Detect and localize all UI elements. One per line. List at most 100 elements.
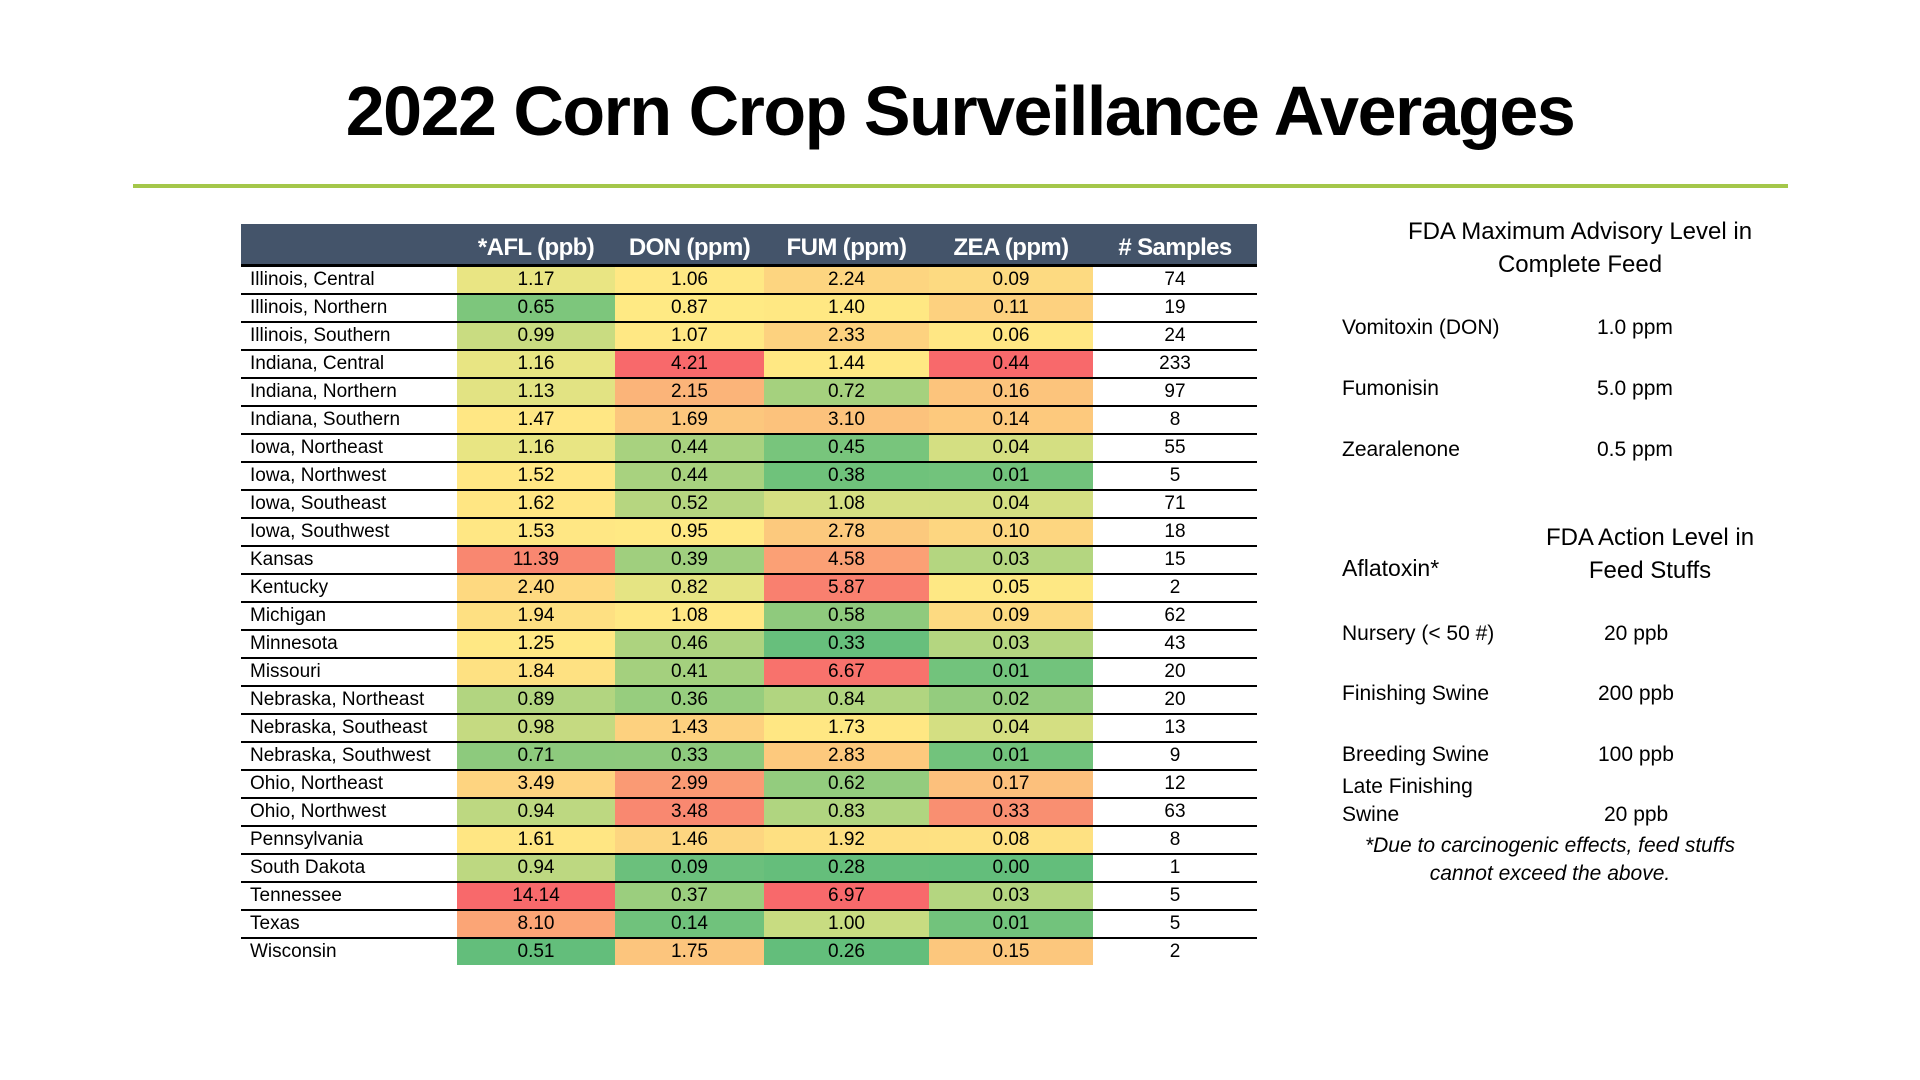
cell-samples: 63 [1093,798,1257,827]
cell-zea: 0.01 [929,742,1093,771]
cell-region: Pennsylvania [241,826,457,855]
cell-don: 0.36 [615,686,764,715]
cell-zea: 0.10 [929,518,1093,547]
cell-region: Iowa, Southeast [241,490,457,519]
cell-region: Kentucky [241,574,457,603]
cell-zea: 0.01 [929,462,1093,491]
cell-samples: 71 [1093,490,1257,519]
cell-samples: 12 [1093,770,1257,799]
cell-afl: 0.94 [457,854,615,883]
advisory-value-don: 1.0 ppm [1597,316,1673,339]
cell-zea: 0.01 [929,658,1093,687]
header-samples: # Samples [1118,234,1232,261]
cell-don: 0.46 [615,630,764,659]
table-row: Missouri 1.84 0.41 6.67 0.01 20 [241,658,1257,687]
title-divider [133,184,1788,188]
cell-zea: 0.09 [929,265,1093,295]
header-fum: FUM (ppm) [786,234,908,261]
cell-afl: 0.71 [457,742,615,771]
cell-afl: 14.14 [457,882,615,911]
cell-zea: 0.05 [929,574,1093,603]
cell-fum: 2.78 [764,518,929,547]
cell-afl: 1.61 [457,826,615,855]
cell-don: 4.21 [615,350,764,379]
advisory-value-zea: 0.5 ppm [1597,438,1673,461]
cell-region: Iowa, Northeast [241,434,457,463]
cell-fum: 3.10 [764,406,929,435]
header-zea: ZEA (ppm) [953,234,1069,261]
cell-samples: 5 [1093,882,1257,911]
action-label-finishing: Finishing Swine [1342,682,1490,705]
cell-afl: 1.52 [457,462,615,491]
cell-zea: 0.17 [929,770,1093,799]
cell-don: 0.87 [615,294,764,323]
cell-samples: 19 [1093,294,1257,323]
cell-fum: 1.08 [764,490,929,519]
cell-don: 0.37 [615,882,764,911]
cell-region: Texas [241,910,457,939]
cell-region: Iowa, Southwest [241,518,457,547]
cell-zea: 0.15 [929,938,1093,965]
cell-fum: 1.92 [764,826,929,855]
cell-don: 0.82 [615,574,764,603]
surveillance-table: *AFL (ppb) DON (ppm) FUM (ppm) ZEA (ppm)… [241,224,1257,965]
action-label-nursery: Nursery (< 50 #) [1342,622,1495,645]
action-value-breeding: 100 ppb [1598,743,1674,766]
action-value-late-finishing: 20 ppb [1604,803,1669,826]
cell-don: 0.52 [615,490,764,519]
cell-samples: 2 [1093,574,1257,603]
action-value-finishing: 200 ppb [1598,682,1674,705]
cell-afl: 1.17 [457,265,615,295]
cell-zea: 0.09 [929,602,1093,631]
cell-afl: 2.40 [457,574,615,603]
action-label-breeding: Breeding Swine [1342,743,1490,766]
cell-don: 2.99 [615,770,764,799]
action-title-line1: FDA Action Level in [1545,524,1755,551]
cell-fum: 0.83 [764,798,929,827]
cell-samples: 74 [1093,265,1257,295]
table-row: Nebraska, Northeast 0.89 0.36 0.84 0.02 20 [241,686,1257,715]
cell-don: 0.44 [615,462,764,491]
note-line2: cannot exceed the above. [1429,862,1671,885]
cell-zea: 0.08 [929,826,1093,855]
cell-fum: 0.45 [764,434,929,463]
cell-region: Indiana, Central [241,350,457,379]
cell-region: Nebraska, Southeast [241,714,457,743]
cell-don: 1.69 [615,406,764,435]
advisory-title: FDA Maximum Advisory Level in Complete F… [1380,215,1780,281]
table-row: Texas 8.10 0.14 1.00 0.01 5 [241,910,1257,939]
cell-afl: 1.84 [457,658,615,687]
cell-samples: 55 [1093,434,1257,463]
action-title-line2: Feed Stuffs [1588,557,1712,584]
table-row: Indiana, Northern 1.13 2.15 0.72 0.16 97 [241,378,1257,407]
cell-region: Indiana, Northern [241,378,457,407]
cell-samples: 15 [1093,546,1257,575]
cell-afl: 1.47 [457,406,615,435]
cell-samples: 62 [1093,602,1257,631]
cell-region: Illinois, Northern [241,294,457,323]
cell-don: 0.39 [615,546,764,575]
cell-fum: 1.73 [764,714,929,743]
cell-fum: 2.83 [764,742,929,771]
cell-fum: 0.38 [764,462,929,491]
cell-zea: 0.01 [929,910,1093,939]
cell-afl: 0.89 [457,686,615,715]
aflatoxin-label: Aflatoxin* [1342,555,1440,581]
cell-samples: 43 [1093,630,1257,659]
cell-don: 1.07 [615,322,764,351]
cell-samples: 5 [1093,910,1257,939]
table-row: Michigan 1.94 1.08 0.58 0.09 62 [241,602,1257,631]
cell-zea: 0.03 [929,546,1093,575]
cell-samples: 8 [1093,406,1257,435]
cell-region: Ohio, Northwest [241,798,457,827]
cell-don: 1.75 [615,938,764,965]
cell-region: Iowa, Northwest [241,462,457,491]
cell-afl: 1.62 [457,490,615,519]
table-row: Illinois, Central 1.17 1.06 2.24 0.09 74 [241,265,1257,295]
cell-zea: 0.03 [929,630,1093,659]
table-row: Indiana, Central 1.16 4.21 1.44 0.44 233 [241,350,1257,379]
cell-fum: 0.84 [764,686,929,715]
table-row: Wisconsin 0.51 1.75 0.26 0.15 2 [241,938,1257,965]
cell-samples: 2 [1093,938,1257,965]
cell-afl: 1.16 [457,434,615,463]
